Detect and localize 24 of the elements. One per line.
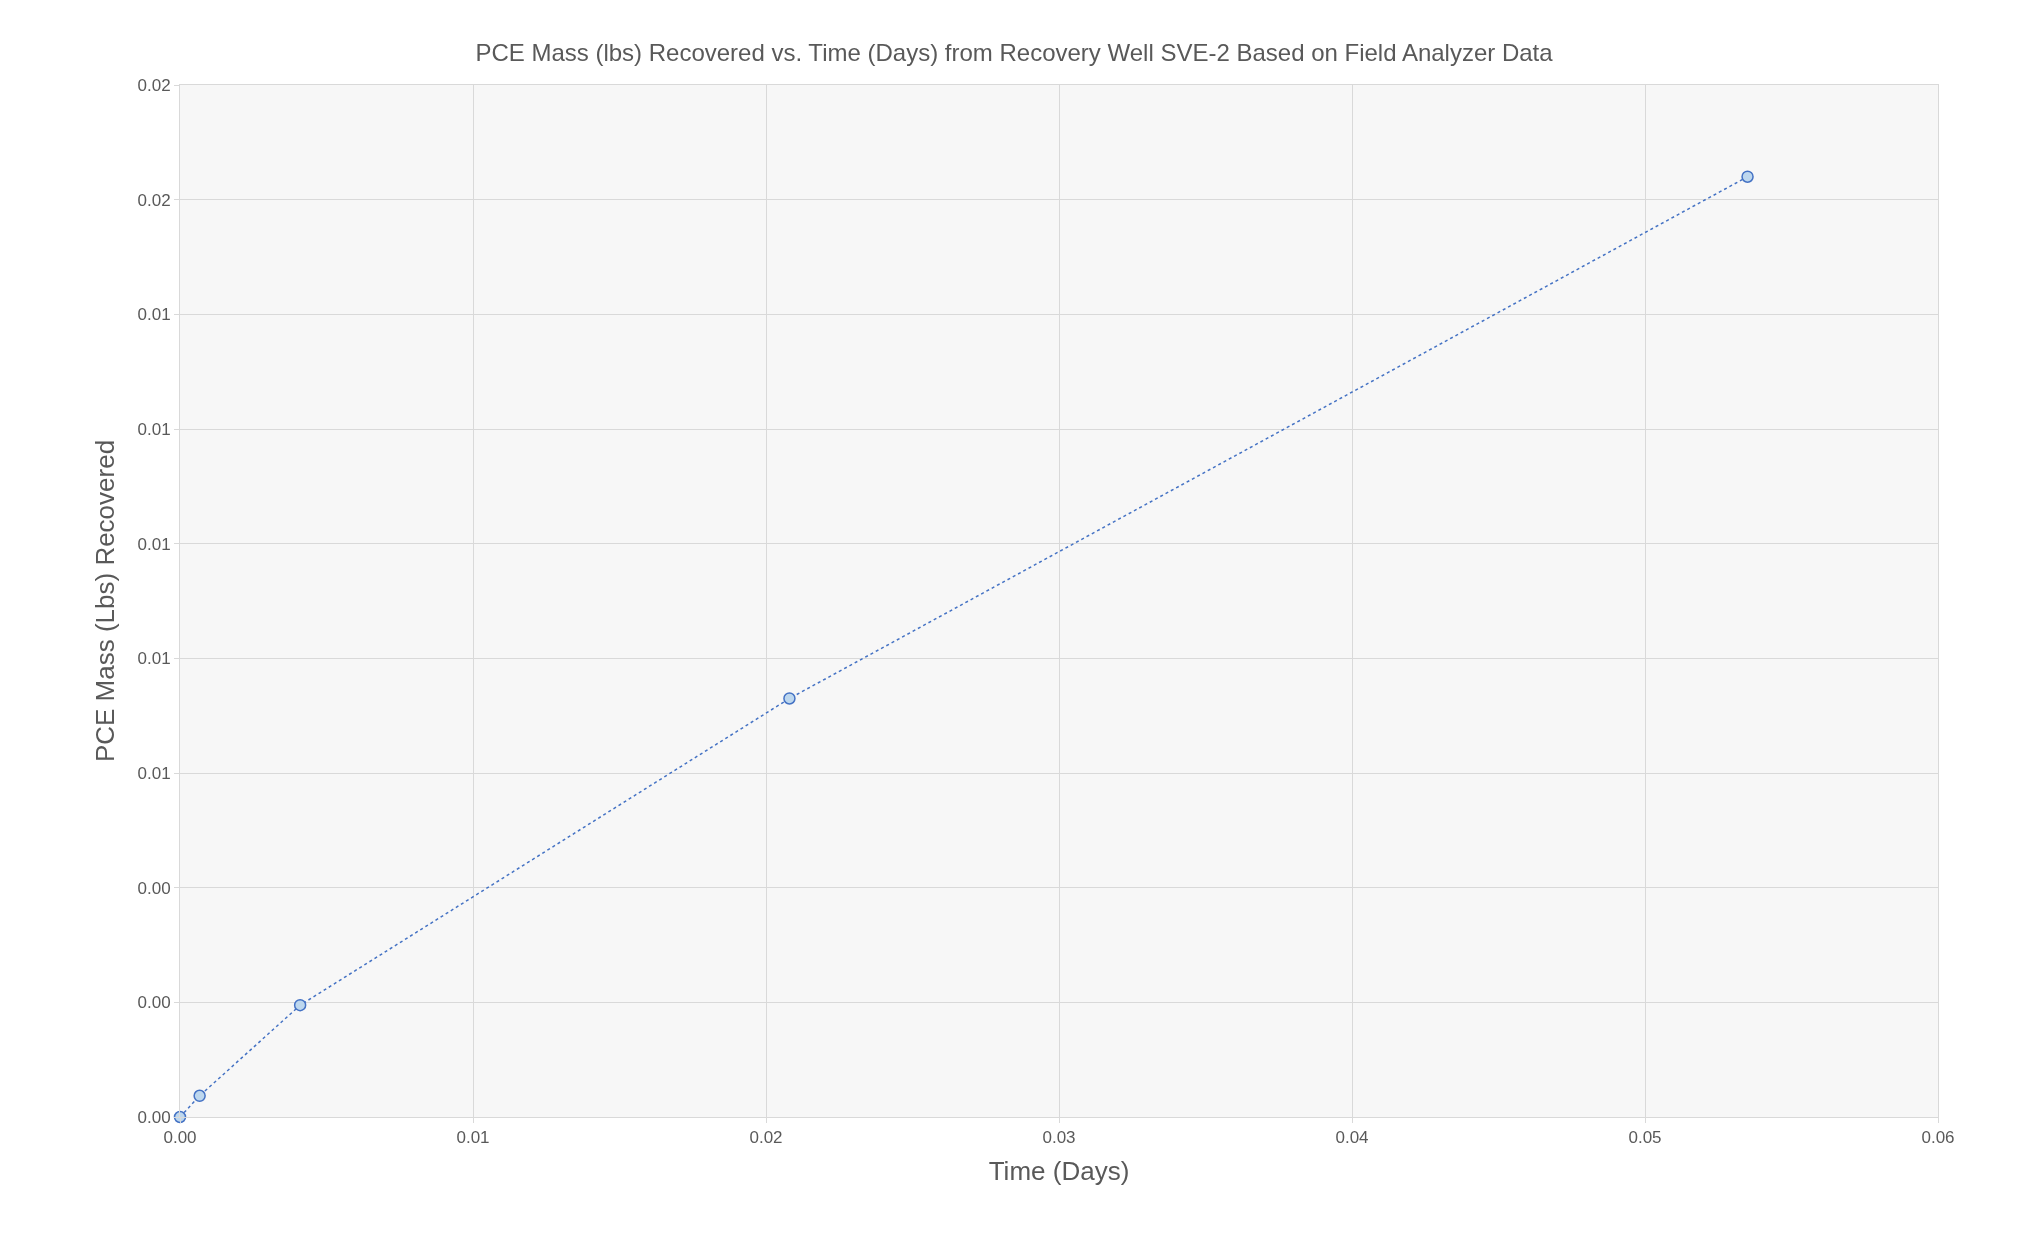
y-tick-label: 0.00 (137, 878, 171, 898)
x-tick-label: 0.03 (1042, 1128, 1076, 1148)
x-tick-label: 0.06 (1921, 1128, 1955, 1148)
y-tick-label: 0.01 (137, 763, 171, 783)
point (293, 998, 307, 1012)
y-tick-label: 0.01 (137, 534, 171, 554)
point (783, 692, 796, 705)
y-tick-label: 0.01 (137, 419, 171, 439)
point (1741, 170, 1754, 183)
y-axis-title: PCE Mass (Lbs) Recovered (89, 439, 120, 763)
x-tick-label: 0.02 (749, 1128, 783, 1148)
x-tick-label: 0.01 (456, 1128, 490, 1148)
x-tick-label: 0.05 (1628, 1128, 1662, 1148)
y-tick-label: 0.01 (137, 649, 171, 669)
y-tick-label: 0.02 (137, 190, 171, 210)
chart-title: PCE Mass (lbs) Recovered vs. Time (Days) from Recovery Well SVE-2 Based on Field Analyzer Data (475, 38, 1554, 66)
y-tick-label: 0.02 (137, 75, 171, 95)
y-tick-label: 0.00 (137, 1107, 171, 1127)
y-tick-label: 0.01 (137, 305, 171, 325)
point (193, 1089, 206, 1103)
x-tick-label: 0.00 (163, 1128, 197, 1148)
y-tick-label: 0.00 (137, 993, 171, 1013)
x-axis-title: Time (Days) (988, 1156, 1130, 1187)
x-tick-label: 0.04 (1335, 1128, 1369, 1148)
